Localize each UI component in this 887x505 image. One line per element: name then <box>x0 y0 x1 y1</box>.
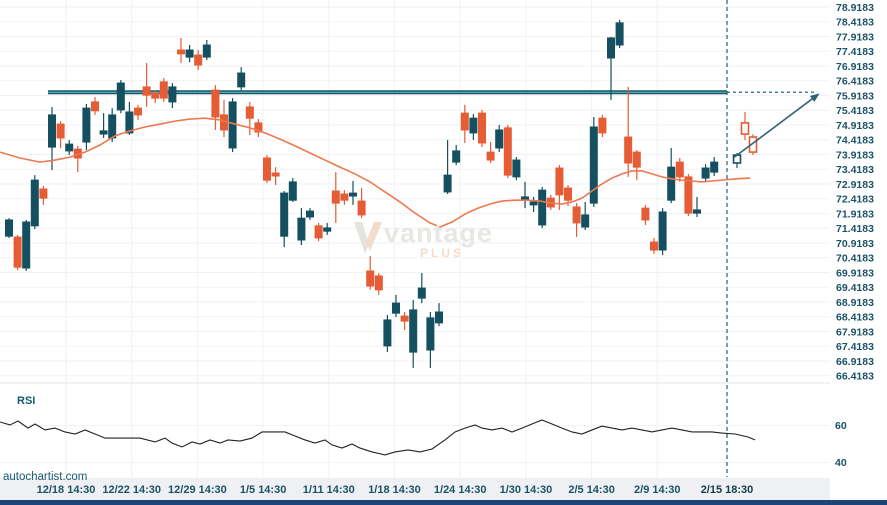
moving-average-line <box>0 117 751 228</box>
price-label: 75.9183 <box>836 90 874 102</box>
time-label: 1/5 14:30 <box>240 484 286 496</box>
x-axis-labels: 12/18 14:30 12/22 14:30 12/29 14:30 1/5 14:… <box>37 484 754 496</box>
time-label: 12/22 14:30 <box>102 484 161 496</box>
price-label: 77.9183 <box>836 31 874 43</box>
price-label: 72.9183 <box>836 179 874 191</box>
price-label: 74.9183 <box>836 120 874 132</box>
rsi-tick-label: 40 <box>835 457 847 469</box>
autochartist-link[interactable]: autochartist.com <box>3 471 88 483</box>
price-label: 66.9183 <box>836 356 874 368</box>
price-label: 70.4183 <box>836 253 874 265</box>
forecast-candles <box>732 111 758 169</box>
price-label: 78.4183 <box>836 17 874 29</box>
time-label: 12/29 14:30 <box>168 484 227 496</box>
time-label: 1/18 14:30 <box>368 484 421 496</box>
price-label: 72.4183 <box>836 194 874 206</box>
price-label: 78.9183 <box>836 2 874 14</box>
price-label: 73.4183 <box>836 164 874 176</box>
price-label: 69.9183 <box>836 267 874 279</box>
price-label: 68.9183 <box>836 297 874 309</box>
price-label: 75.4183 <box>836 105 874 117</box>
price-label: 71.4183 <box>836 223 874 235</box>
arrowhead-icon <box>809 93 820 102</box>
price-label: 67.4183 <box>836 341 874 353</box>
time-label: 2/9 14:30 <box>634 484 680 496</box>
time-label: 2/15 18:30 <box>701 484 754 496</box>
time-label: 12/18 14:30 <box>37 484 96 496</box>
rsi-tick-label: 60 <box>835 420 847 432</box>
price-label: 68.4183 <box>836 312 874 324</box>
y-axis-labels: 78.9183 78.4183 77.9183 77.4183 76.9183 76.41… <box>836 2 874 383</box>
time-label: 1/24 14:30 <box>434 484 487 496</box>
price-label: 74.4183 <box>836 135 874 147</box>
price-label: 70.9183 <box>836 238 874 250</box>
rsi-line <box>0 419 756 456</box>
time-label: 1/30 14:30 <box>500 484 553 496</box>
price-label: 71.9183 <box>836 208 874 220</box>
price-label: 76.9183 <box>836 61 874 73</box>
price-label: 76.4183 <box>836 76 874 88</box>
time-label: 1/11 14:30 <box>303 484 355 496</box>
price-label: 69.4183 <box>836 282 874 294</box>
time-label: 2/5 14:30 <box>568 484 614 496</box>
candles <box>5 19 719 369</box>
trend-arrow <box>733 93 820 159</box>
price-label: 67.9183 <box>836 326 874 338</box>
bottom-accent-bar <box>0 500 887 505</box>
price-label: 73.9183 <box>836 149 874 161</box>
rsi-panel-label: RSI <box>17 395 36 407</box>
price-label: 77.4183 <box>836 46 874 58</box>
rsi-tick-labels: 60 40 <box>835 420 847 469</box>
price-label: 66.4183 <box>836 371 874 383</box>
